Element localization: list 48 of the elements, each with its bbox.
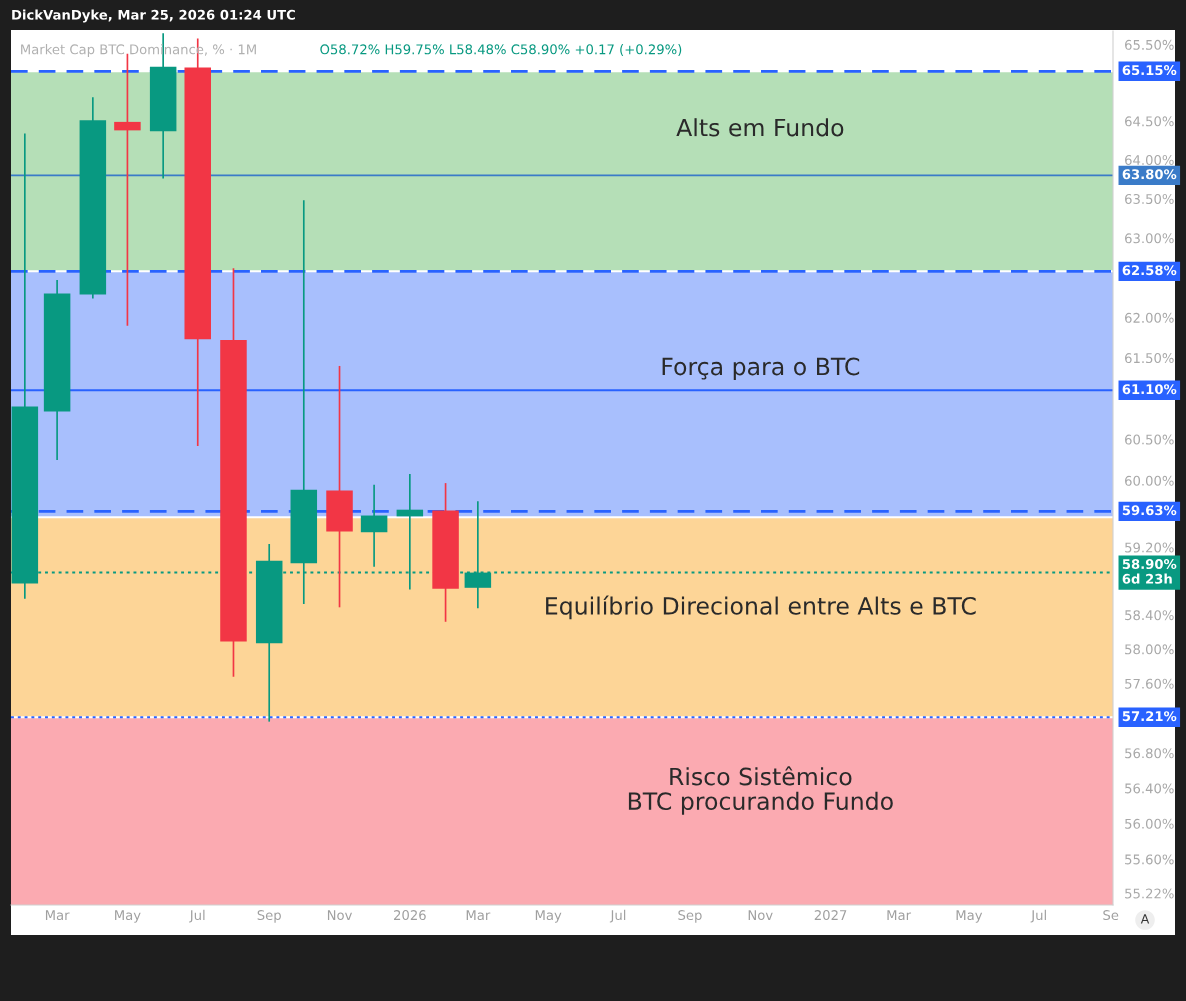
y-tick-label: 65.50% [1125, 39, 1174, 50]
y-tick-label: 55.22% [1125, 888, 1174, 899]
annotation: O58.72% H59.75% L58.48% C58.90% +0.17 (+0.29%) [320, 44, 682, 56]
y-tick-label: 64.50% [1125, 116, 1174, 127]
x-tick-label: May [115, 910, 141, 923]
ref-line-label: 59.63% [1122, 505, 1177, 516]
ref-line-label: 57.21% [1122, 711, 1177, 722]
text: DickVanDyke, Mar 25, 2026 01:24 UTC [12, 9, 295, 23]
y-tick-label: 63.50% [1125, 194, 1174, 204]
y-tick-label: 58.00% [1125, 644, 1174, 655]
x-tick-label: May [956, 910, 983, 923]
x-tick-label: Nov [748, 910, 773, 921]
y-tick-label: 55.60% [1125, 854, 1174, 865]
y-tick-label: 57.60% [1125, 678, 1174, 689]
y-tick-label: 58.40% [1125, 610, 1174, 621]
y-tick-label: 64.00% [1125, 155, 1174, 165]
band-label: Equilíbrio Direcional entre Alts e BTC [546, 595, 976, 620]
band-label: Força para o BTC [662, 357, 860, 380]
x-tick-label: Sep [678, 910, 702, 923]
y-tick-label: 61.50% [1125, 353, 1174, 364]
x-tick-label: Jul [1030, 909, 1046, 923]
x-tick-label: 2027 [814, 910, 847, 921]
y-tick-label: 56.80% [1125, 748, 1174, 759]
y-tick-label: 60.50% [1125, 434, 1174, 445]
ref-line-label: 61.10% [1122, 384, 1177, 395]
x-tick-label: Jul [609, 909, 626, 923]
band-label: Alts em Fundo [676, 118, 844, 137]
y-tick-label: 56.00% [1125, 818, 1174, 829]
y-tick-label: 56.40% [1125, 783, 1174, 794]
band-label: Risco Sistêmico BTC procurando Fundo [628, 766, 893, 815]
y-tick-label: 62.00% [1125, 312, 1174, 323]
y-tick-label: 59.20% [1125, 542, 1174, 553]
y-tick-label: 63.00% [1125, 233, 1174, 244]
x-tick-label: Mar [466, 910, 491, 921]
text: A [1140, 914, 1150, 924]
ref-line-label: 63.80% [1122, 169, 1177, 180]
x-tick-label: May [535, 910, 562, 923]
x-tick-label: Nov [327, 910, 353, 921]
ref-line-label: 65.15% [1122, 65, 1177, 76]
ref-line-label: 58.90% 6d 23h [1122, 559, 1177, 584]
x-tick-label: Jul [189, 909, 205, 923]
x-tick-label: Mar [45, 910, 70, 921]
ref-line-label: 62.58% [1122, 265, 1177, 276]
x-tick-label: 2026 [394, 910, 426, 921]
x-tick-label: Sep [257, 910, 281, 923]
y-tick-label: 60.00% [1125, 475, 1174, 486]
x-tick-label: Se [1103, 910, 1119, 921]
x-tick-label: Mar [887, 910, 912, 921]
